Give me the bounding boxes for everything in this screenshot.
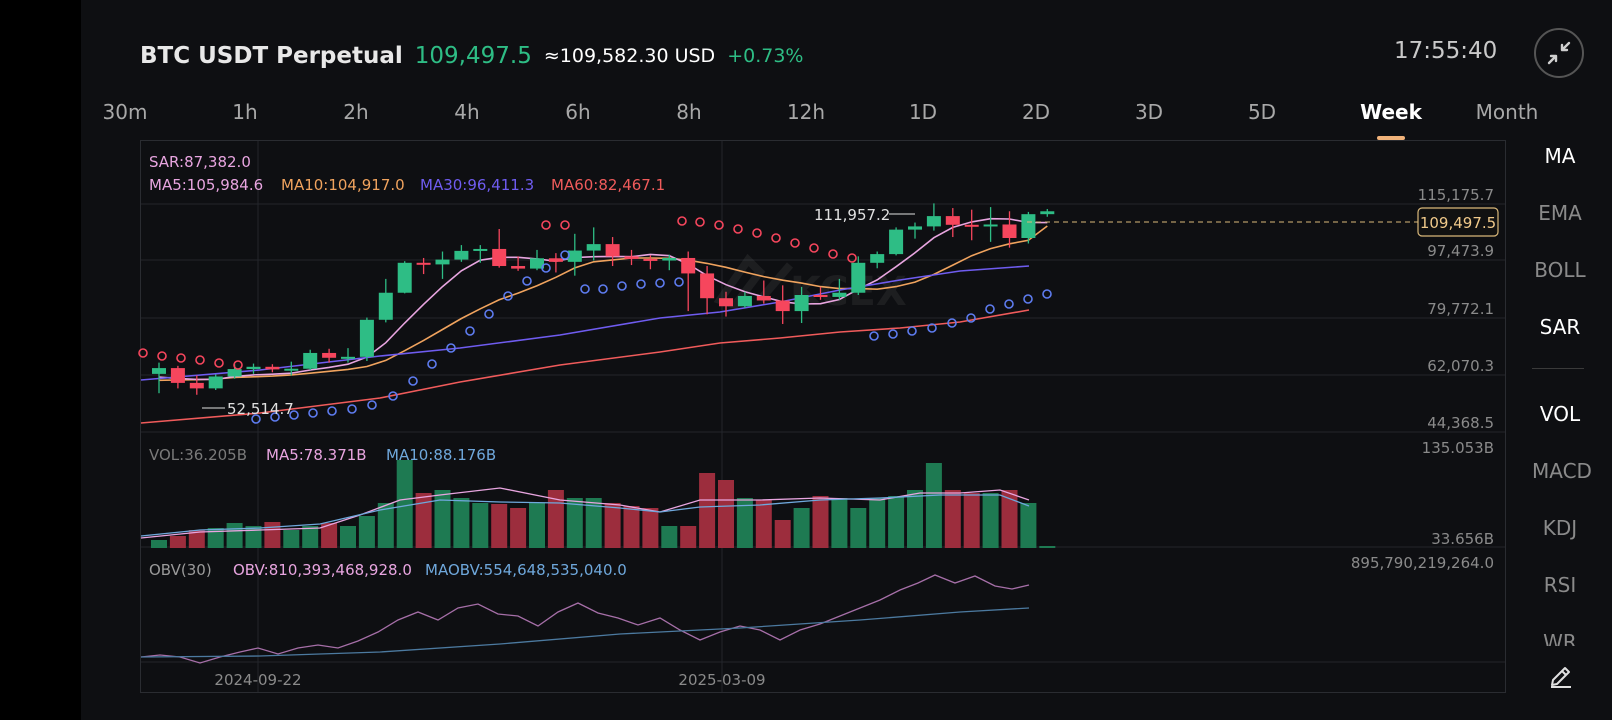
indicator-ema[interactable]: EMA xyxy=(1538,201,1582,225)
timeframe-tabs: 30m 1h 2h 4h 6h 8h 12h 1D 2D 3D 5D Week … xyxy=(0,96,1612,140)
indicator-ma[interactable]: MA xyxy=(1544,144,1576,168)
active-tab-indicator xyxy=(1377,136,1405,140)
tab-12h[interactable]: 12h xyxy=(786,100,826,124)
tab-8h[interactable]: 8h xyxy=(676,100,702,124)
draw-tool-button[interactable] xyxy=(1547,662,1575,690)
tab-2h[interactable]: 2h xyxy=(343,100,369,124)
tab-month[interactable]: Month xyxy=(1475,100,1539,124)
tab-3d[interactable]: 3D xyxy=(1134,100,1164,124)
price-change-percent: +0.73% xyxy=(727,45,804,67)
left-edge-strip xyxy=(0,0,81,720)
tab-1d[interactable]: 1D xyxy=(908,100,938,124)
indicator-sar[interactable]: SAR xyxy=(1539,315,1581,339)
tab-5d[interactable]: 5D xyxy=(1247,100,1277,124)
collapse-arrows-icon xyxy=(1547,41,1571,65)
indicator-kdj[interactable]: KDJ xyxy=(1542,516,1578,540)
tab-30m[interactable]: 30m xyxy=(102,100,148,124)
indicator-rsi[interactable]: RSI xyxy=(1543,573,1577,597)
tab-6h[interactable]: 6h xyxy=(565,100,591,124)
clock-time: 17:55:40 xyxy=(1394,38,1498,64)
indicator-macd[interactable]: MACD xyxy=(1532,459,1592,483)
exit-fullscreen-button[interactable] xyxy=(1534,28,1584,78)
indicator-boll[interactable]: BOLL xyxy=(1534,258,1586,282)
tab-4h[interactable]: 4h xyxy=(454,100,480,124)
indicator-vol[interactable]: VOL xyxy=(1539,402,1581,426)
indicator-divider xyxy=(1532,368,1584,369)
tab-1h[interactable]: 1h xyxy=(232,100,258,124)
tab-2d[interactable]: 2D xyxy=(1021,100,1051,124)
pencil-icon xyxy=(1551,667,1571,688)
symbol-title[interactable]: BTC USDT Perpetual xyxy=(140,43,403,69)
tab-week[interactable]: Week xyxy=(1360,100,1422,124)
approx-usd-price: ≈109,582.30 USD xyxy=(543,45,716,67)
last-price: 109,497.5 xyxy=(414,43,532,69)
chart-frame[interactable] xyxy=(140,140,1506,693)
indicator-wr[interactable]: WR xyxy=(1543,630,1577,646)
ticker-header: BTC USDT Perpetual 109,497.5 ≈109,582.30… xyxy=(140,38,803,74)
